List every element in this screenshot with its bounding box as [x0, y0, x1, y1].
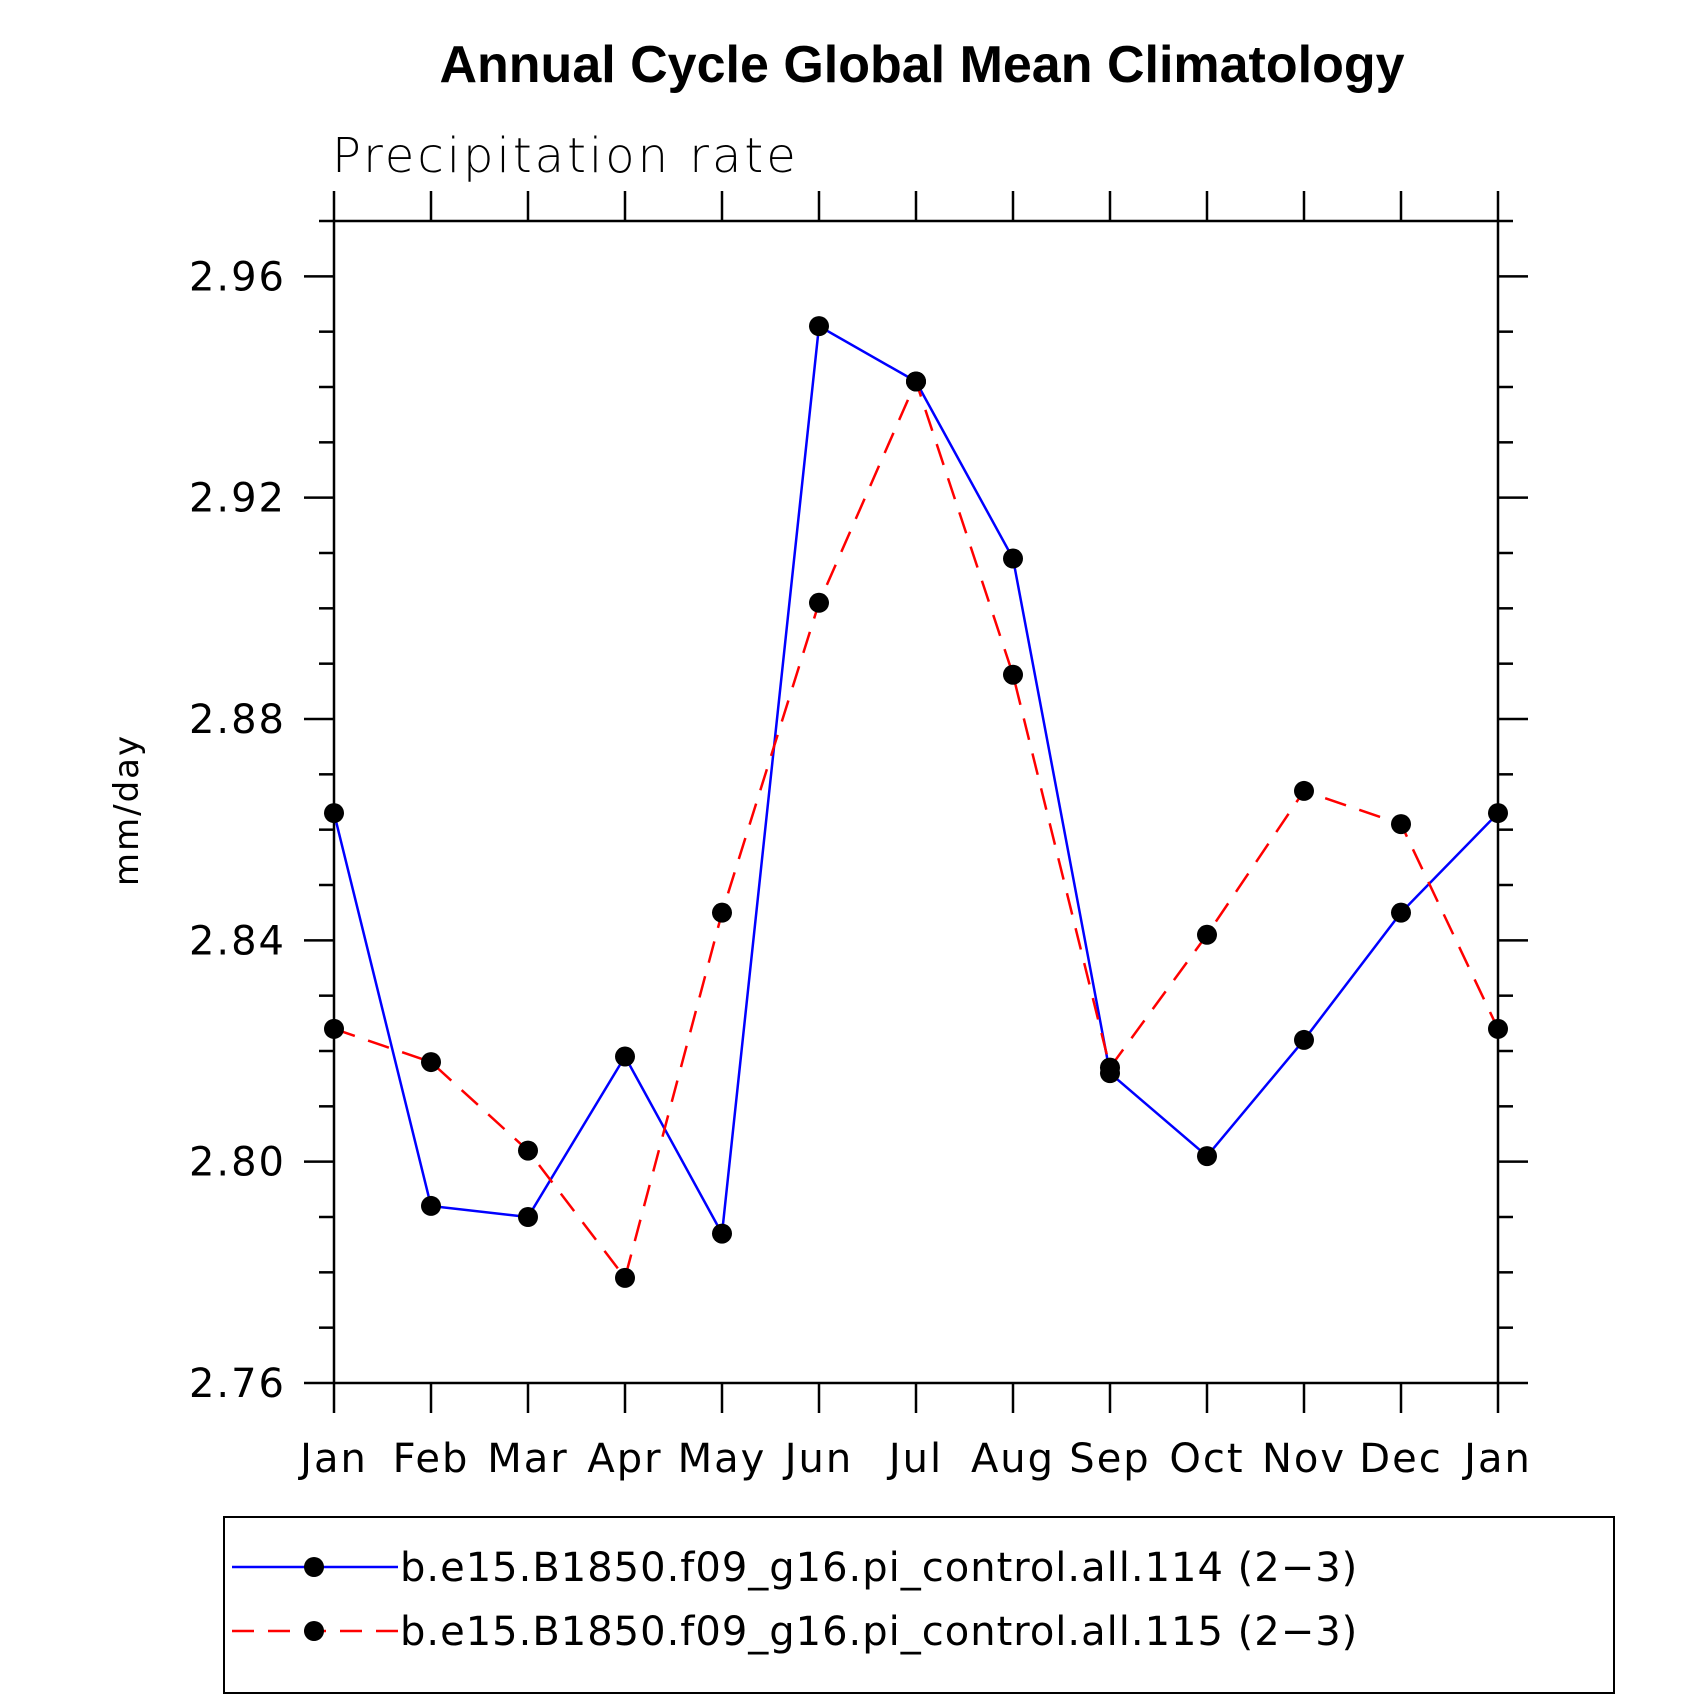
- y-tick-label: 2.80: [189, 1140, 286, 1186]
- data-point: [1197, 924, 1217, 945]
- data-point: [518, 1207, 538, 1227]
- plot-frame: [332, 219, 1500, 1385]
- chart-subtitle: Precipitation rate: [332, 128, 799, 184]
- chart-title: Annual Cycle Global Mean Climatology: [439, 36, 1404, 94]
- y-tick-label: 2.88: [189, 697, 286, 743]
- x-tick-label: Sep: [1069, 1436, 1150, 1482]
- x-tick-label: Jun: [782, 1436, 854, 1482]
- axes: Jan Feb Mar Apr May Jun Jul Aug Sep Oct Nov Dec Jan2…: [189, 191, 1532, 1482]
- x-tick-label: Mar: [487, 1436, 568, 1482]
- x-tick-label: Nov: [1262, 1436, 1346, 1482]
- data-point: [712, 1223, 732, 1244]
- data-point: [1294, 1029, 1314, 1050]
- data-point: [1294, 780, 1314, 801]
- x-tick-label: Dec: [1359, 1436, 1442, 1482]
- data-point: [809, 592, 829, 613]
- series-1: [324, 316, 1508, 1244]
- data-point: [906, 371, 926, 392]
- data-point: [421, 1195, 441, 1216]
- legend-marker: [304, 1557, 324, 1577]
- legend-box: [223, 1516, 1615, 1694]
- y-tick-label: 2.76: [189, 1361, 286, 1407]
- data-point: [615, 1046, 635, 1067]
- data-point: [712, 902, 732, 923]
- x-tick-label: Apr: [587, 1436, 662, 1482]
- x-tick-label: Aug: [971, 1436, 1055, 1482]
- legend: b.e15.B1850.f09_g16.pi_control.all.114 (…: [223, 1516, 1615, 1694]
- x-tick-label: Jan: [1461, 1436, 1532, 1482]
- data-point: [518, 1140, 538, 1161]
- y-tick-label: 2.84: [189, 918, 286, 964]
- legend-label: b.e15.B1850.f09_g16.pi_control.all.114 (…: [400, 1545, 1358, 1591]
- x-tick-label: Feb: [393, 1436, 470, 1482]
- data-point: [1391, 814, 1411, 835]
- data-point: [324, 1018, 344, 1039]
- y-axis-label: mm/day: [107, 734, 147, 886]
- data-point: [1003, 664, 1023, 685]
- x-tick-label: Oct: [1169, 1436, 1244, 1482]
- series-2: [324, 371, 1508, 1288]
- data-point: [1488, 1018, 1508, 1039]
- series-line: [333, 377, 1500, 1281]
- legend-label: b.e15.B1850.f09_g16.pi_control.all.115 (…: [400, 1609, 1358, 1655]
- x-tick-label: Jan: [297, 1436, 368, 1482]
- data-point: [1003, 548, 1023, 569]
- data-point: [1100, 1057, 1120, 1078]
- series-layer: [324, 316, 1508, 1288]
- y-tick-label: 2.96: [189, 254, 286, 300]
- data-point: [1391, 902, 1411, 923]
- x-tick-label: Jul: [886, 1436, 943, 1482]
- data-point: [615, 1267, 635, 1288]
- legend-marker: [304, 1621, 324, 1641]
- data-point: [809, 316, 829, 337]
- data-point: [421, 1052, 441, 1073]
- data-point: [1488, 803, 1508, 824]
- series-line: [332, 324, 1499, 1238]
- data-point: [1197, 1146, 1217, 1167]
- data-point: [324, 803, 344, 824]
- x-tick-label: May: [678, 1436, 767, 1482]
- y-tick-label: 2.92: [189, 476, 286, 522]
